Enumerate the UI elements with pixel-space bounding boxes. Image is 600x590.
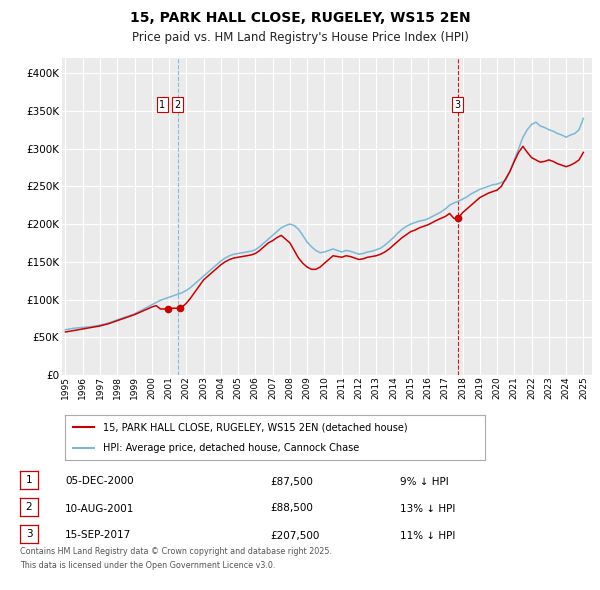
Text: 3: 3 — [26, 529, 32, 539]
Text: 15-SEP-2017: 15-SEP-2017 — [65, 530, 131, 540]
Text: 10-AUG-2001: 10-AUG-2001 — [65, 503, 134, 513]
Text: 2: 2 — [175, 100, 181, 110]
Text: 13% ↓ HPI: 13% ↓ HPI — [400, 503, 455, 513]
Text: 15, PARK HALL CLOSE, RUGELEY, WS15 2EN: 15, PARK HALL CLOSE, RUGELEY, WS15 2EN — [130, 11, 470, 25]
Text: Contains HM Land Registry data © Crown copyright and database right 2025.: Contains HM Land Registry data © Crown c… — [20, 548, 332, 556]
Text: 1: 1 — [26, 475, 32, 485]
Text: HPI: Average price, detached house, Cannock Chase: HPI: Average price, detached house, Cann… — [103, 443, 359, 453]
Text: 3: 3 — [454, 100, 461, 110]
Text: 1: 1 — [159, 100, 165, 110]
Text: This data is licensed under the Open Government Licence v3.0.: This data is licensed under the Open Gov… — [20, 560, 275, 569]
Text: 9% ↓ HPI: 9% ↓ HPI — [400, 477, 449, 487]
Text: £207,500: £207,500 — [270, 530, 319, 540]
Text: 11% ↓ HPI: 11% ↓ HPI — [400, 530, 455, 540]
Text: 2: 2 — [26, 502, 32, 512]
Text: 05-DEC-2000: 05-DEC-2000 — [65, 477, 134, 487]
Text: £87,500: £87,500 — [270, 477, 313, 487]
Text: Price paid vs. HM Land Registry's House Price Index (HPI): Price paid vs. HM Land Registry's House … — [131, 31, 469, 44]
Text: £88,500: £88,500 — [270, 503, 313, 513]
Text: 15, PARK HALL CLOSE, RUGELEY, WS15 2EN (detached house): 15, PARK HALL CLOSE, RUGELEY, WS15 2EN (… — [103, 422, 407, 432]
